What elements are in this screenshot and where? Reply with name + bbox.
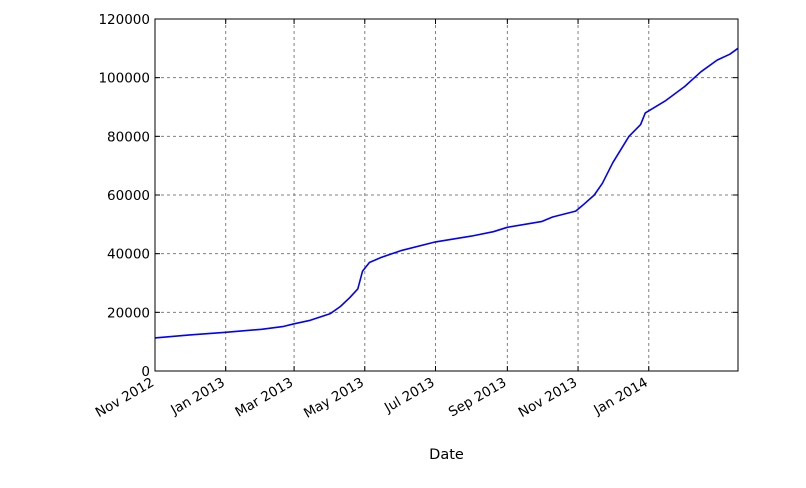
plot-frame bbox=[154, 18, 739, 372]
x-tick-label: Nov 2012 bbox=[93, 375, 157, 421]
x-tick-label: Sep 2013 bbox=[446, 375, 510, 421]
x-tick-label: Jan 2013 bbox=[167, 375, 227, 419]
ticks: 0 20000 40000 60000 80000 100000 120000 Nov 201… bbox=[93, 12, 738, 422]
series-layer bbox=[154, 47, 739, 339]
y-tick-label: 100000 bbox=[98, 71, 150, 87]
x-tick-label: Jan 2014 bbox=[590, 375, 650, 419]
x-axis-label: Date bbox=[429, 447, 464, 463]
x-tick-label: Jul 2013 bbox=[381, 375, 437, 417]
y-tick-label: 120000 bbox=[98, 12, 150, 28]
y-tick-label: 40000 bbox=[107, 247, 150, 263]
y-tick-label: 80000 bbox=[107, 129, 150, 145]
grid bbox=[154, 18, 738, 372]
x-tick-label: Mar 2013 bbox=[233, 375, 297, 421]
series-line bbox=[154, 47, 739, 339]
x-tick-label: Nov 2013 bbox=[516, 375, 580, 421]
x-tick-label: May 2013 bbox=[301, 375, 367, 422]
y-tick-label: 60000 bbox=[107, 188, 150, 204]
y-tick-label: 0 bbox=[141, 364, 150, 380]
y-tick-label: 20000 bbox=[107, 305, 150, 321]
